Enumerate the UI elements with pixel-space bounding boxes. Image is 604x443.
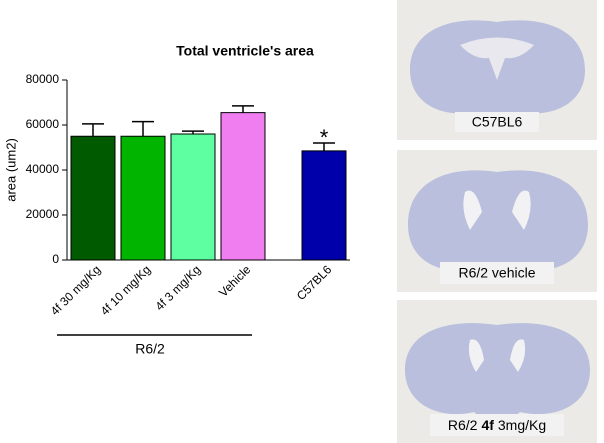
y-tick-label: 20000 <box>26 207 60 221</box>
brain-section <box>405 323 590 430</box>
y-tick-label: 60000 <box>26 117 60 131</box>
panel-label: C57BL6 <box>472 114 523 130</box>
y-tick-label: 80000 <box>26 72 60 86</box>
panels: C57BL6 R6/2 vehicle R6/2 4f 3mg/Kg <box>397 0 597 443</box>
y-axis-label: area (um2) <box>3 138 18 202</box>
ventricle <box>468 339 526 372</box>
panel-label: R6/2 vehicle <box>458 265 535 281</box>
bar <box>301 150 347 261</box>
y-tick-label: 0 <box>52 252 59 266</box>
x-tick-label: 4f 30 mg/Kg <box>48 262 104 318</box>
label-bg <box>455 112 539 132</box>
bar <box>70 135 116 261</box>
group-label: R6/2 <box>135 341 165 357</box>
panel: R6/2 4f 3mg/Kg <box>397 300 597 443</box>
x-tick-label: Vehicle <box>216 262 253 299</box>
panel: C57BL6 <box>397 0 597 140</box>
brain-section <box>408 170 588 283</box>
y-tick-label: 40000 <box>26 162 60 176</box>
panel-label: R6/2 4f 3mg/Kg <box>448 417 546 433</box>
x-tick-label: C57BL6 <box>294 262 335 303</box>
label-part: R6/2 <box>448 417 478 433</box>
chart-title: Total ventricle's area <box>176 43 314 59</box>
label-bg <box>430 414 564 436</box>
ventricle <box>460 37 534 80</box>
x-tick-label: 4f 3 mg/Kg <box>152 262 203 313</box>
bar <box>120 135 166 261</box>
bar <box>220 112 266 261</box>
annotation: * <box>320 125 329 150</box>
x-tick-label: 4f 10 mg/Kg <box>98 262 154 318</box>
label-part: 4f <box>481 417 494 433</box>
label-bg <box>440 262 554 284</box>
label-part: 3mg/Kg <box>498 417 546 433</box>
panel: R6/2 vehicle <box>397 150 597 292</box>
bar <box>170 133 216 261</box>
ventricle <box>463 190 531 230</box>
